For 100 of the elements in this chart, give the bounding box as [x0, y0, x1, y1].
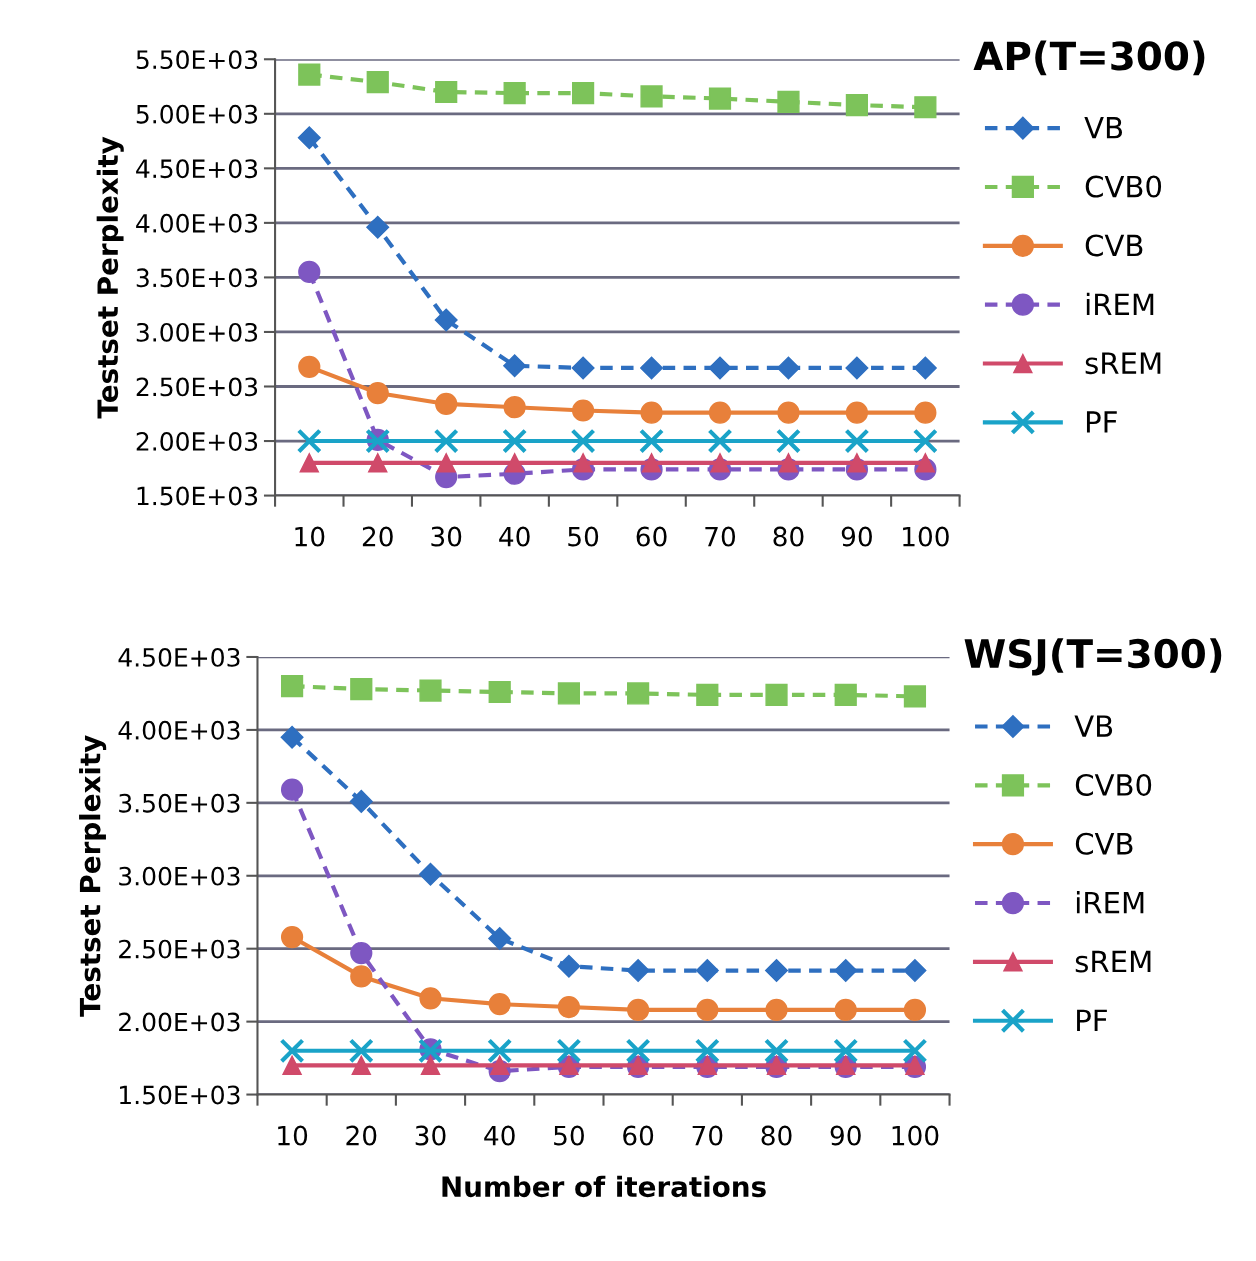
x-tick-label: 10 — [295, 526, 325, 547]
point — [366, 381, 389, 405]
y-tick-label: 5.00E+03 — [136, 104, 258, 124]
point — [503, 396, 526, 419]
point — [570, 428, 596, 454]
legend-label: PF — [1086, 411, 1117, 433]
text: AP(T=300) — [973, 40, 1205, 76]
point — [503, 354, 527, 378]
point — [297, 126, 321, 150]
point — [626, 998, 650, 1022]
legend-label: CVB0 — [1085, 175, 1162, 198]
x-tick-label: 40 — [499, 526, 530, 547]
point — [776, 356, 800, 380]
point — [350, 965, 373, 988]
point — [847, 453, 867, 473]
point — [419, 987, 442, 1010]
y-tick-label: 5.50E+03 — [136, 50, 258, 70]
x-tick-label: 100 — [903, 526, 949, 547]
point — [434, 308, 458, 332]
legend-label: VB — [1084, 117, 1123, 139]
point — [833, 1038, 859, 1064]
point — [695, 959, 719, 983]
y-axis-title: Testset Perplexity — [79, 735, 107, 1017]
x-tick-label: 80 — [773, 526, 804, 547]
point — [708, 87, 732, 110]
legend-label: iREM — [1086, 292, 1154, 315]
legend-label: PF — [1077, 1009, 1107, 1031]
legend-label: CVB — [1085, 234, 1143, 257]
point — [625, 1038, 651, 1064]
point — [368, 453, 388, 473]
point — [640, 401, 663, 424]
point — [280, 778, 304, 801]
point — [912, 428, 938, 454]
point — [350, 677, 373, 701]
legend-label: sREM — [1075, 950, 1151, 973]
point — [557, 954, 581, 978]
legend-label: CVB0 — [1075, 773, 1152, 796]
x-tick-label: 50 — [554, 1125, 584, 1146]
point — [557, 995, 581, 1019]
point — [778, 453, 799, 473]
point — [903, 685, 927, 708]
x-tick-label: 90 — [841, 526, 872, 547]
point — [435, 80, 458, 104]
x-tick-label: 90 — [830, 1125, 861, 1146]
x-axis-title: Number of iterations — [442, 1175, 766, 1198]
point — [298, 355, 321, 378]
point — [775, 428, 801, 454]
point — [571, 356, 595, 380]
point — [707, 428, 733, 454]
legend-label: sREM — [1085, 352, 1161, 375]
point — [351, 1055, 372, 1076]
point — [299, 453, 320, 473]
point — [694, 1038, 720, 1064]
point — [834, 998, 857, 1022]
point — [557, 682, 581, 705]
y-tick-label: 2.00E+03 — [119, 1012, 240, 1032]
point — [571, 399, 595, 422]
text: WSJ(T=300) — [964, 638, 1222, 676]
point — [366, 215, 390, 239]
point — [280, 725, 304, 749]
point — [433, 428, 459, 454]
point — [626, 959, 650, 983]
point — [488, 926, 512, 950]
point — [503, 81, 526, 105]
point — [834, 683, 857, 707]
point — [280, 675, 304, 698]
legend-label: VB — [1074, 715, 1113, 737]
point — [556, 1038, 582, 1064]
y-tick-label: 1.50E+03 — [137, 486, 258, 506]
point — [641, 453, 662, 473]
point — [845, 356, 869, 380]
y-tick-label: 1.50E+03 — [120, 1085, 240, 1105]
x-tick-label: 50 — [568, 526, 599, 547]
point — [915, 453, 936, 473]
point — [349, 789, 373, 813]
point — [777, 401, 800, 424]
point — [298, 63, 321, 86]
legend-label: iREM — [1076, 891, 1144, 914]
point — [366, 71, 389, 94]
x-tick-label: 60 — [623, 1125, 654, 1146]
point — [710, 453, 730, 473]
x-tick-label: 40 — [484, 1125, 515, 1146]
point — [279, 1038, 305, 1064]
x-tick-label: 20 — [346, 1125, 377, 1146]
point — [502, 428, 528, 454]
x-tick-label: 100 — [892, 1125, 939, 1146]
point — [280, 925, 304, 949]
point — [902, 1038, 928, 1064]
point — [844, 428, 870, 454]
point — [419, 679, 442, 702]
y-tick-label: 4.00E+03 — [136, 213, 258, 233]
point — [903, 959, 927, 983]
point — [504, 453, 525, 473]
point — [708, 356, 732, 380]
point — [640, 85, 663, 108]
point — [488, 993, 511, 1016]
point — [845, 401, 869, 424]
point — [298, 260, 321, 284]
point — [914, 96, 937, 119]
y-tick-label: 3.00E+03 — [119, 866, 240, 886]
